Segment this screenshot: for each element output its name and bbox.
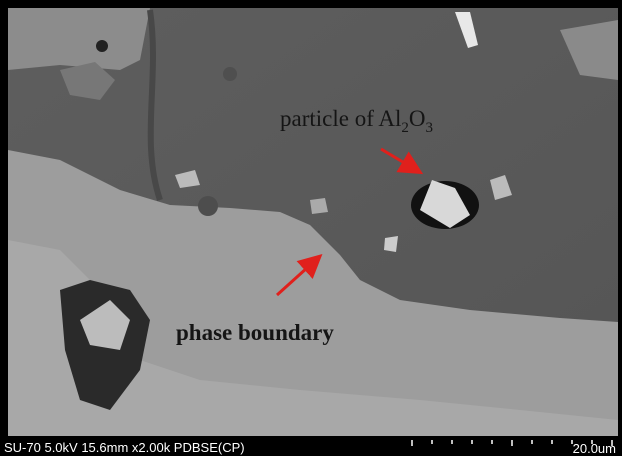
- feature: [310, 198, 328, 214]
- label-text: particle of Al: [280, 106, 401, 131]
- feature: [223, 67, 237, 81]
- scale-label: 20.0um: [573, 441, 616, 456]
- feature: [96, 40, 108, 52]
- instrument-info: SU-70 5.0kV 15.6mm x2.00k PDBSE(CP): [4, 440, 245, 455]
- micrograph: particle of Al2O3 phase boundary SU-70 5…: [0, 0, 622, 456]
- feature: [384, 236, 398, 252]
- light-phase: [8, 8, 150, 70]
- subscript: 3: [425, 120, 433, 136]
- feature: [198, 196, 218, 216]
- page: {"annotations": {"particle": ["particle …: [0, 0, 622, 456]
- boundary-label: phase boundary: [176, 320, 334, 345]
- label-text: O: [409, 106, 426, 131]
- subscript: 2: [401, 120, 409, 136]
